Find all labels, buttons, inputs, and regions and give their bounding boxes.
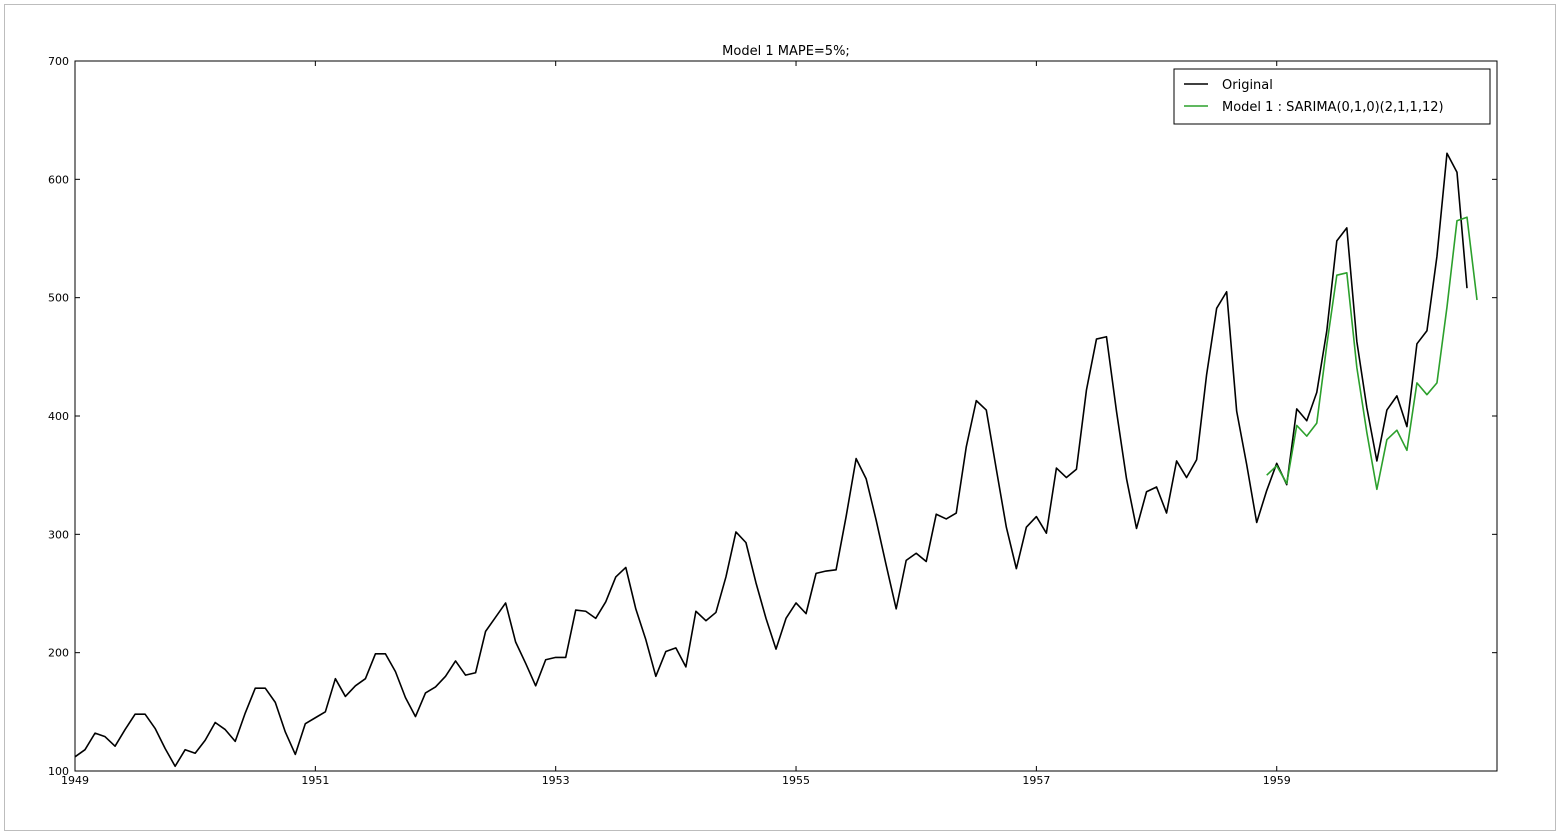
- x-tick-label: 1959: [1263, 774, 1291, 787]
- y-tick-label: 700: [48, 55, 69, 68]
- x-tick-label: 1955: [782, 774, 810, 787]
- legend-box: [1173, 68, 1491, 125]
- y-tick-label: 400: [48, 410, 69, 423]
- chart-frame: 1949 1951 1953 1955 1957 1959 100 200 300 400 500…: [4, 4, 1556, 831]
- y-tick-label: 200: [48, 647, 69, 660]
- x-tick-label: 1949: [61, 774, 89, 787]
- y-tick-label: 100: [48, 765, 69, 778]
- plot-area: [74, 60, 1498, 772]
- chart-title: Model 1 MAPE=5%;: [722, 44, 850, 59]
- x-tick-label: 1957: [1022, 774, 1050, 787]
- series-line-model-1: [1266, 216, 1478, 491]
- legend: Original Model 1 : SARIMA(0,1,0)(2,1,1,12…: [1173, 68, 1491, 125]
- x-axis: 1949 1951 1953 1955 1957 1959: [61, 61, 1291, 787]
- series-line-original: [74, 152, 1468, 768]
- legend-label: Model 1 : SARIMA(0,1,0)(2,1,1,12): [1222, 100, 1444, 115]
- legend-label: Original: [1222, 78, 1273, 93]
- series-layer: [74, 152, 1478, 768]
- y-axis: 100 200 300 400 500 600 700: [48, 55, 1497, 778]
- y-tick-label: 300: [48, 528, 69, 541]
- line-chart: 1949 1951 1953 1955 1957 1959 100 200 300 400 500…: [48, 44, 1498, 787]
- x-tick-label: 1951: [301, 774, 329, 787]
- x-tick-label: 1953: [542, 774, 570, 787]
- y-tick-label: 500: [48, 292, 69, 305]
- y-tick-label: 600: [48, 173, 69, 186]
